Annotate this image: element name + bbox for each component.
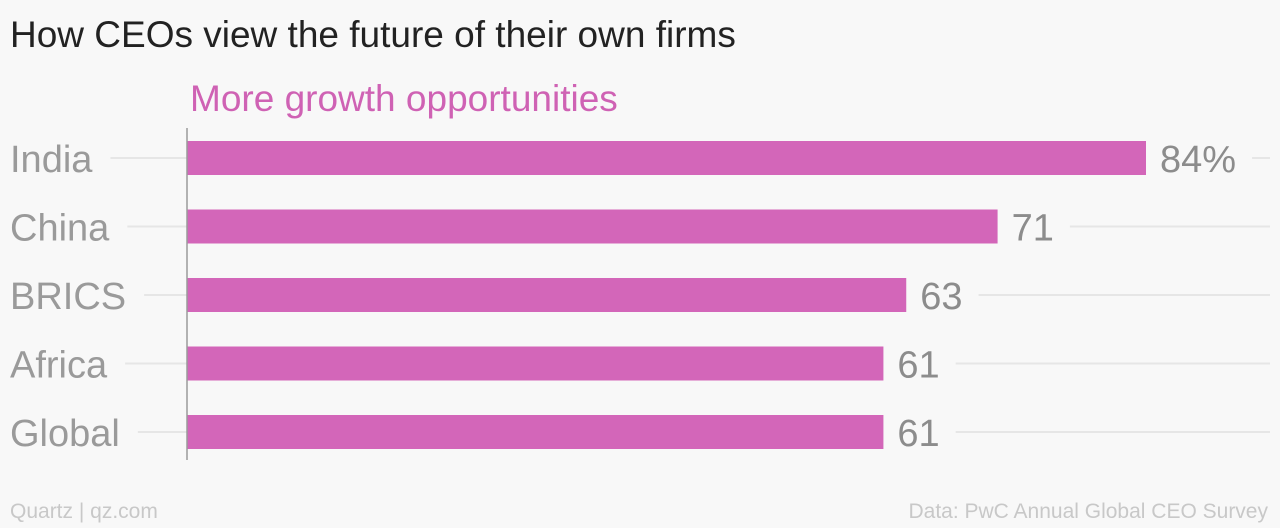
chart-title: How CEOs view the future of their own fi… (10, 14, 736, 55)
footer-source: Data: PwC Annual Global CEO Survey (908, 500, 1268, 523)
value-label: 84% (1160, 139, 1236, 181)
bar (187, 209, 998, 244)
value-label: 71 (1012, 208, 1054, 250)
series-label: More growth opportunities (190, 78, 618, 119)
bar (187, 141, 1146, 175)
category-label: Global (10, 413, 120, 455)
value-label: 61 (897, 413, 939, 455)
bar (187, 278, 907, 312)
footer-credit: Quartz | qz.com (10, 500, 158, 523)
category-label: Africa (10, 345, 108, 387)
value-label: 63 (920, 276, 962, 318)
bar (187, 415, 884, 449)
category-label: BRICS (10, 276, 126, 318)
category-label: India (10, 139, 93, 181)
bar (187, 346, 884, 381)
category-label: China (10, 208, 110, 250)
value-label: 61 (897, 345, 939, 387)
